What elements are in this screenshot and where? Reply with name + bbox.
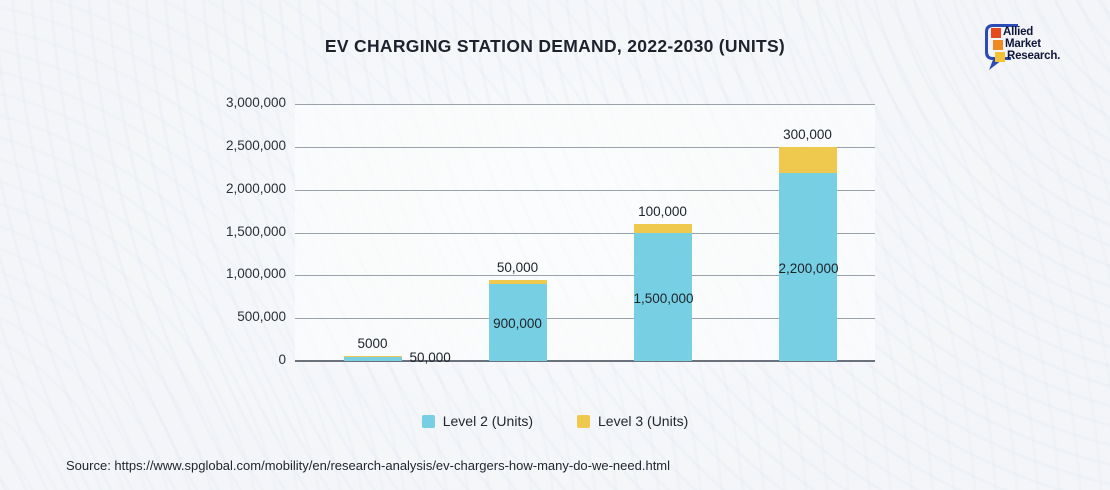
level3-segment <box>633 223 692 233</box>
logo-wordmark: Allied Market Research. <box>991 26 1061 63</box>
gridline <box>295 318 875 320</box>
y-tick-label: 3,000,000 <box>225 95 286 110</box>
x-axis-line <box>295 360 875 362</box>
bar-stack: 5000 50,000 <box>343 104 451 365</box>
logo-square-orange-icon <box>993 39 1003 50</box>
level3-value-label: 50,000 <box>496 259 539 275</box>
level3-swatch-icon <box>577 414 590 428</box>
logo-square-red-icon <box>991 27 1001 38</box>
level3-segment <box>488 279 547 284</box>
gridline <box>295 275 875 277</box>
level2-value-label: 1,500,000 <box>633 290 694 306</box>
level2-value-label: 900,000 <box>493 316 542 332</box>
source-text: Source: https://www.spglobal.com/mobilit… <box>66 458 671 473</box>
level2-segment <box>633 232 692 361</box>
level2-swatch-icon <box>421 414 435 428</box>
logo-text-market: Market <box>1005 38 1041 50</box>
bar-stack: 100,000 1,500,000 <box>633 104 694 361</box>
bar-slot: 5000 50,000 <box>300 104 451 365</box>
gridline <box>295 146 875 148</box>
gridline <box>295 104 875 105</box>
gridline <box>295 189 875 191</box>
level3-value-label: 5000 <box>357 335 388 351</box>
plot-area: 5000 50,000 50,000 900,000 100,000 1,500,000 3… <box>295 104 875 365</box>
logo-square-yellow-icon <box>995 51 1005 62</box>
legend-label-level3: Level 3 (Units) <box>598 413 689 429</box>
level3-value-label: 300,000 <box>783 126 832 142</box>
level3-segment <box>343 355 402 357</box>
level2-value-label: 2,200,000 <box>778 260 839 276</box>
legend-item-level2: Level 2 (Units) <box>421 413 533 429</box>
legend-item-level3: Level 3 (Units) <box>577 413 688 429</box>
level2-segment <box>488 283 547 361</box>
logo-text-research: Research. <box>1007 50 1061 62</box>
y-tick-label: 2,000,000 <box>225 180 286 196</box>
level3-segment <box>778 146 837 173</box>
logo-row: Market <box>993 38 1060 50</box>
logo-text-allied: Allied <box>1003 26 1034 38</box>
level3-value-label: 100,000 <box>638 203 687 219</box>
bar-slot: 300,000 2,200,000 <box>735 104 880 361</box>
logo-row: Allied <box>991 26 1060 38</box>
legend-label-level2: Level 2 (Units) <box>442 413 533 429</box>
y-tick-label: 1,500,000 <box>225 223 286 239</box>
y-tick-label: 500,000 <box>237 309 286 325</box>
level2-segment <box>778 172 837 361</box>
bar-slot: 100,000 1,500,000 <box>590 104 735 361</box>
legend: Level 2 (Units) Level 3 (Units) <box>0 413 1110 429</box>
level2-segment <box>343 356 402 361</box>
y-tick-label: 1,000,000 <box>225 266 286 282</box>
level2-value-label: 50,000 <box>409 350 451 365</box>
y-tick-label: 2,500,000 <box>225 137 286 153</box>
logo-row: Research. <box>995 50 1061 62</box>
bar-stack: 300,000 2,200,000 <box>778 104 839 361</box>
amr-logo: Allied Market Research. <box>982 22 1074 72</box>
bar-slot: 50,000 900,000 <box>445 104 590 361</box>
gridline <box>295 232 875 234</box>
y-tick-label: 0 <box>278 352 286 367</box>
chart-title: EV CHARGING STATION DEMAND, 2022-2030 (U… <box>324 36 786 56</box>
bar-stack: 50,000 900,000 <box>488 104 547 361</box>
